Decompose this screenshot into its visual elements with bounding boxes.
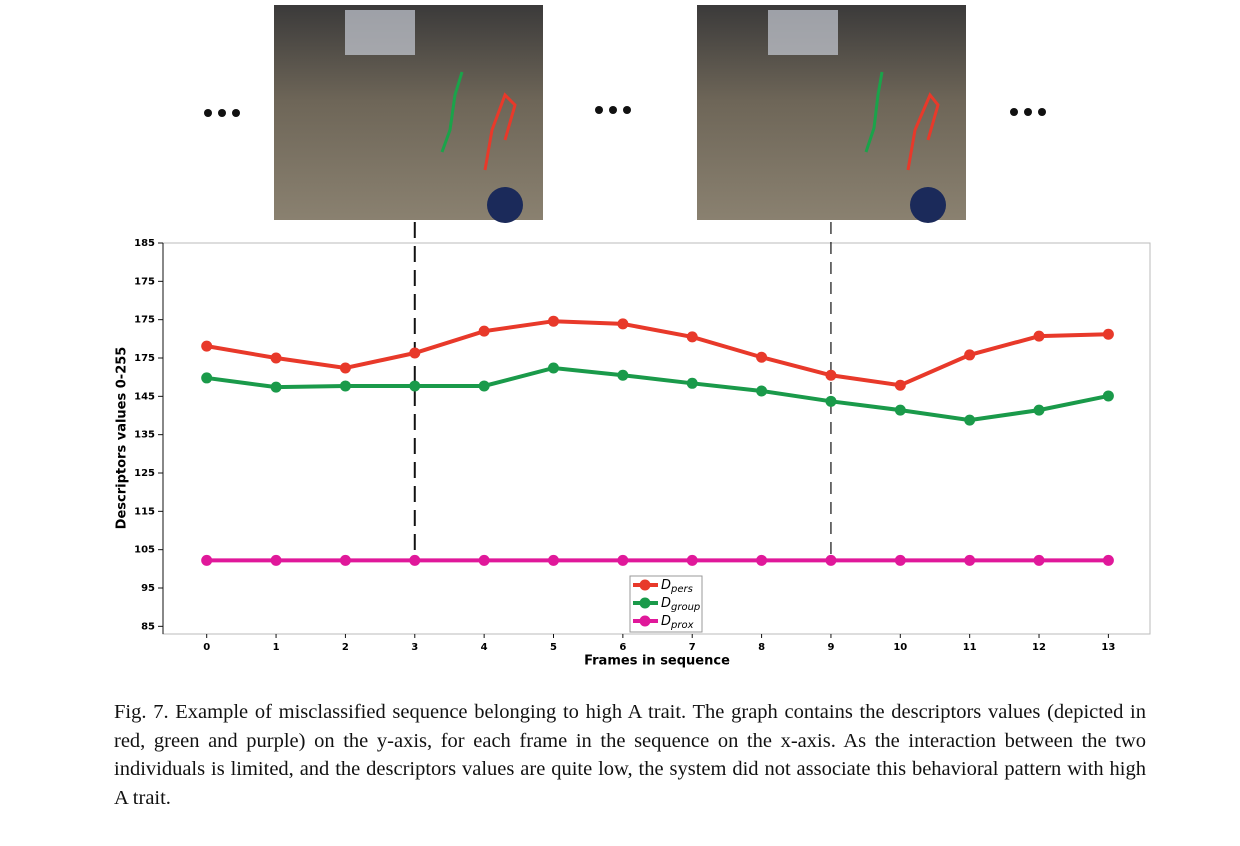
data-point — [825, 369, 837, 381]
y-tick-label: 175 — [134, 353, 155, 364]
x-tick-label: 11 — [963, 642, 977, 653]
series-line — [206, 319, 1109, 388]
legend-marker — [639, 597, 651, 609]
data-point — [617, 318, 629, 330]
legend-marker — [639, 579, 651, 591]
ellipsis — [204, 106, 1046, 117]
plot-frame — [162, 242, 1151, 635]
x-tick-label: 13 — [1101, 642, 1115, 653]
data-point — [201, 554, 213, 566]
y-tick-label: 175 — [134, 315, 155, 326]
data-point — [270, 381, 282, 393]
x-tick-label: 0 — [203, 642, 210, 653]
data-point — [409, 347, 421, 359]
data-point — [1102, 554, 1114, 566]
y-tick-label: 105 — [134, 545, 155, 556]
data-point — [1033, 404, 1045, 416]
data-point — [964, 414, 976, 426]
data-point — [617, 554, 629, 566]
data-point — [409, 380, 421, 392]
x-tick-label: 3 — [411, 642, 418, 653]
data-point — [756, 351, 768, 363]
data-point — [409, 554, 421, 566]
data-point — [1033, 330, 1045, 342]
data-point — [1102, 328, 1114, 340]
x-tick-label: 2 — [342, 642, 349, 653]
y-tick-label: 125 — [134, 468, 155, 479]
x-axis-label: Frames in sequence — [584, 654, 730, 669]
data-point — [270, 352, 282, 364]
x-tick-label: 8 — [758, 642, 765, 653]
y-tick-label: 185 — [134, 238, 155, 249]
data-point — [686, 377, 698, 389]
data-point — [201, 340, 213, 352]
legend-label: Dpers — [661, 578, 693, 596]
data-point — [1102, 390, 1114, 402]
data-point — [825, 395, 837, 407]
data-point — [478, 554, 490, 566]
data-point — [270, 554, 282, 566]
x-tick-label: 9 — [827, 642, 834, 653]
data-point — [964, 349, 976, 361]
data-point — [894, 404, 906, 416]
data-point — [547, 362, 559, 374]
series-line — [206, 365, 1109, 423]
data-point — [756, 385, 768, 397]
data-point — [825, 554, 837, 566]
y-tick-label: 175 — [134, 276, 155, 287]
legend-marker — [639, 615, 651, 627]
data-point — [756, 554, 768, 566]
y-tick-label: 145 — [134, 391, 155, 402]
caption: Fig. 7. Example of misclassified sequenc… — [114, 701, 1146, 809]
x-tick-label: 5 — [550, 642, 557, 653]
y-tick-label: 95 — [141, 583, 155, 594]
data-point — [686, 331, 698, 343]
data-point — [339, 362, 351, 374]
y-tick-label: 135 — [134, 430, 155, 441]
x-tick-label: 6 — [619, 642, 626, 653]
y-tick-label: 85 — [141, 621, 155, 632]
data-point — [617, 369, 629, 381]
data-point — [478, 325, 490, 337]
data-point — [1033, 554, 1045, 566]
data-point — [547, 315, 559, 327]
legend-label: Dgroup — [661, 596, 700, 614]
data-point — [339, 380, 351, 392]
x-tick-label: 10 — [893, 642, 907, 653]
x-tick-label: 4 — [481, 642, 488, 653]
x-tick-label: 7 — [689, 642, 696, 653]
y-tick-label: 115 — [134, 506, 155, 517]
data-point — [964, 554, 976, 566]
legend-label: Dprox — [661, 614, 694, 632]
frame-image — [274, 5, 543, 223]
frame-image — [697, 5, 966, 223]
data-point — [547, 554, 559, 566]
data-point — [894, 554, 906, 566]
x-tick-label: 12 — [1032, 642, 1046, 653]
x-tick-label: 1 — [273, 642, 280, 653]
y-axis-label: Descriptors values 0-255 — [115, 347, 130, 530]
data-point — [894, 379, 906, 391]
data-point — [201, 372, 213, 384]
data-point — [686, 554, 698, 566]
data-point — [478, 380, 490, 392]
data-point — [339, 554, 351, 566]
